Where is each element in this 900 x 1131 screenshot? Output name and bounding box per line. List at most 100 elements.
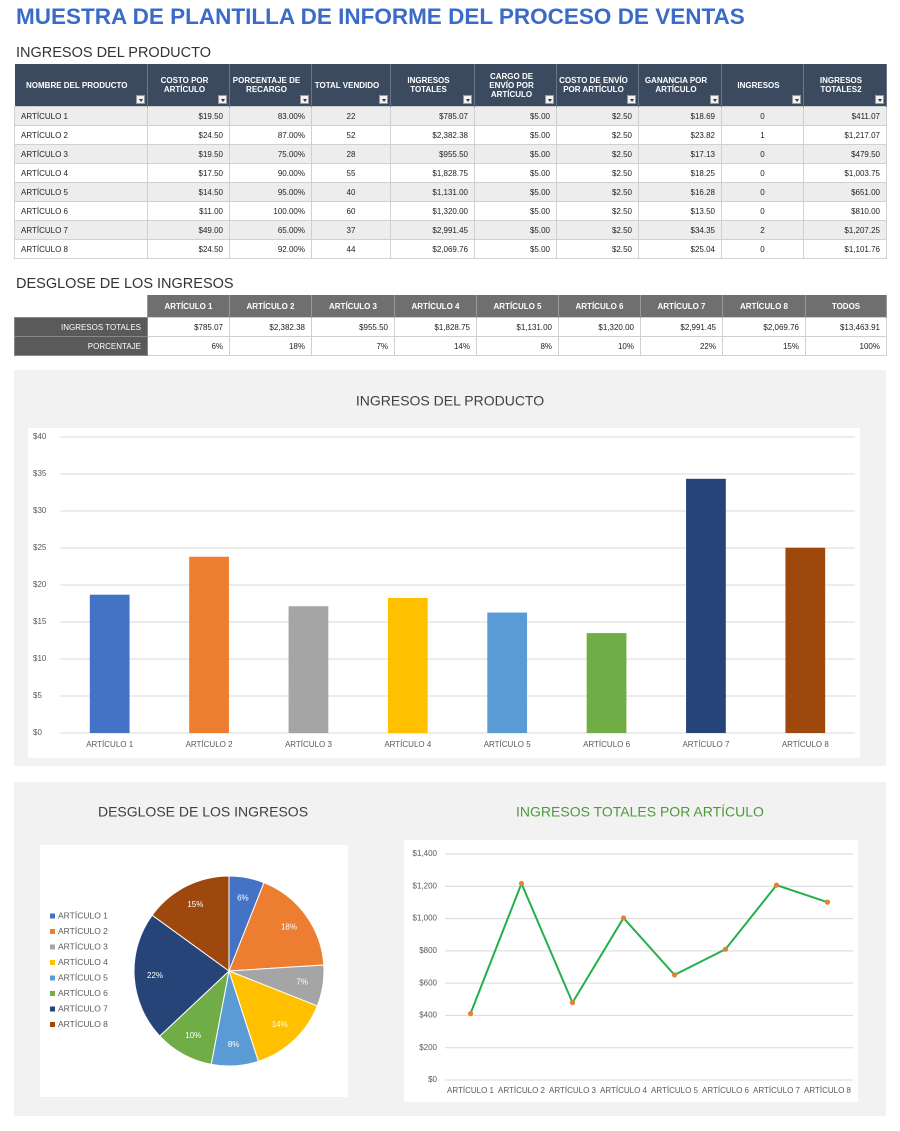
table-row: PORCENTAJE 6% 18% 7% 14% 8% 10% 22% 15% 100% [14, 336, 887, 356]
x-tick-label: ARTÍCULO 6 [583, 740, 631, 749]
legend-swatch [50, 1022, 55, 1027]
marker [518, 880, 525, 887]
x-tick-label: ARTÍCULO 2 [498, 1086, 546, 1095]
table-cell: $2.50 [556, 144, 639, 164]
table-cell: $19.50 [147, 106, 230, 126]
y-tick-label: $800 [419, 946, 437, 955]
y-tick-label: $1,000 [413, 914, 438, 923]
table-cell: $785.07 [390, 106, 475, 126]
table-cell: $16.28 [638, 182, 722, 202]
bar [189, 556, 229, 733]
table-row: ARTÍCULO 3 $19.50 75.00% 28 $955.50 $5.00 $2.5… [14, 144, 887, 164]
legend-swatch [50, 929, 55, 934]
marker [569, 999, 576, 1006]
y-tick-label: $0 [33, 728, 42, 737]
table-cell: $1,101.76 [803, 239, 887, 259]
data-label: 15% [187, 900, 203, 909]
table-cell: 14% [394, 336, 477, 356]
x-tick-label: ARTÍCULO 5 [651, 1086, 699, 1095]
data-label: 8% [228, 1040, 240, 1049]
column-header: NOMBRE DEL PRODUCTO [14, 64, 148, 107]
x-tick-label: ARTÍCULO 4 [384, 740, 432, 749]
table-cell: $19.50 [147, 144, 230, 164]
column-header: ARTÍCULO 6 [558, 295, 641, 318]
table-cell: $411.07 [803, 106, 887, 126]
legend-label: ARTÍCULO 1 [58, 910, 108, 920]
table-cell: 0 [721, 106, 804, 126]
table-cell: $24.50 [147, 239, 230, 259]
y-tick-label: $200 [419, 1043, 437, 1052]
column-header: TOTAL VENDIDO [311, 64, 391, 107]
section-title: DESGLOSE DE LOS INGRESOS [16, 276, 234, 292]
table-cell: 100% [805, 336, 887, 356]
x-tick-label: ARTÍCULO 6 [702, 1086, 750, 1095]
table-cell: $1,131.00 [390, 182, 475, 202]
legend-label: ARTÍCULO 8 [58, 1019, 108, 1029]
data-label: 14% [272, 1020, 288, 1029]
table-cell: ARTÍCULO 5 [14, 182, 148, 202]
table-cell: 28 [311, 144, 391, 164]
table-cell: 65.00% [229, 220, 312, 240]
x-tick-label: ARTÍCULO 1 [447, 1086, 495, 1095]
table-cell: 40 [311, 182, 391, 202]
data-label: 7% [296, 978, 308, 987]
legend-label: ARTÍCULO 4 [58, 957, 108, 967]
column-header: COSTO POR ARTÍCULO [147, 64, 230, 107]
legend-label: ARTÍCULO 2 [58, 926, 108, 936]
table-row: INGRESOS TOTALES $785.07 $2,382.38 $955.50 $… [14, 317, 887, 337]
table-cell: 15% [722, 336, 806, 356]
table-cell: $2,991.45 [390, 220, 475, 240]
legend-label: ARTÍCULO 5 [58, 972, 108, 982]
plot-area [404, 840, 858, 1102]
pie-slice [133, 914, 230, 1037]
table-cell: $34.35 [638, 220, 722, 240]
marker [824, 899, 831, 905]
column-header: ARTÍCULO 5 [476, 295, 559, 318]
column-header: COSTO DE ENVÍO POR ARTÍCULO [556, 64, 639, 107]
x-tick-label: ARTÍCULO 7 [682, 740, 730, 749]
row-label: PORCENTAJE [14, 336, 148, 356]
column-header: INGRESOS TOTALES2 [803, 64, 887, 107]
column-header: ARTÍCULO 4 [394, 295, 477, 318]
column-header: PORCENTAJE DE RECARGO [229, 64, 312, 107]
legend-label: ARTÍCULO 3 [58, 941, 108, 951]
bar [686, 478, 726, 733]
table-cell: 0 [721, 144, 804, 164]
table-cell: ARTÍCULO 1 [14, 106, 148, 126]
column-header: INGRESOS [721, 64, 804, 107]
product-table: NOMBRE DEL PRODUCTO COSTO POR ARTÍCULO POR… [14, 64, 887, 259]
legend-swatch [50, 913, 55, 919]
marker [773, 882, 780, 888]
chart-title: INGRESOS TOTALES POR ARTÍCULO [516, 804, 764, 820]
y-tick-label: $1,200 [413, 881, 438, 890]
y-tick-label: $600 [419, 978, 437, 987]
x-tick-label: ARTÍCULO 5 [484, 740, 532, 749]
x-tick-label: ARTÍCULO 1 [86, 740, 134, 749]
legend-swatch [50, 944, 55, 950]
chart-title: DESGLOSE DE LOS INGRESOS [98, 804, 308, 820]
page-title: MUESTRA DE PLANTILLA DE INFORME DEL PROC… [16, 4, 745, 29]
y-tick-label: $400 [419, 1011, 437, 1020]
pie-slice [228, 882, 325, 972]
table-row: ARTÍCULO 6 $11.00 100.00% 60 $1,320.00 $5.00 $… [14, 201, 887, 221]
table-cell: $5.00 [474, 106, 557, 126]
table-cell: $5.00 [474, 220, 557, 240]
y-tick-label: $10 [33, 654, 47, 663]
table-cell: $2.50 [556, 220, 639, 240]
plot-area [28, 428, 860, 758]
x-tick-label: ARTÍCULO 8 [782, 740, 830, 749]
y-tick-label: $1,400 [413, 849, 438, 858]
table-cell: $479.50 [803, 144, 887, 164]
table-cell: $49.00 [147, 220, 230, 240]
table-cell: 2 [721, 220, 804, 240]
marker [620, 915, 627, 921]
y-tick-label: $15 [33, 617, 47, 626]
table-row: ARTÍCULO 7 $49.00 65.00% 37 $2,991.45 $5.00 $2… [14, 220, 887, 240]
y-tick-label: $25 [33, 543, 47, 552]
table-row: ARTÍCULO 4 $17.50 90.00% 55 $1,828.75 $5.00 $2… [14, 163, 887, 183]
table-row: ARTÍCULO 8 $24.50 92.00% 44 $2,069.76 $5.00 $2… [14, 239, 887, 259]
table-cell: $5.00 [474, 239, 557, 259]
table-cell: $14.50 [147, 182, 230, 202]
x-tick-label: ARTÍCULO 7 [753, 1086, 801, 1095]
